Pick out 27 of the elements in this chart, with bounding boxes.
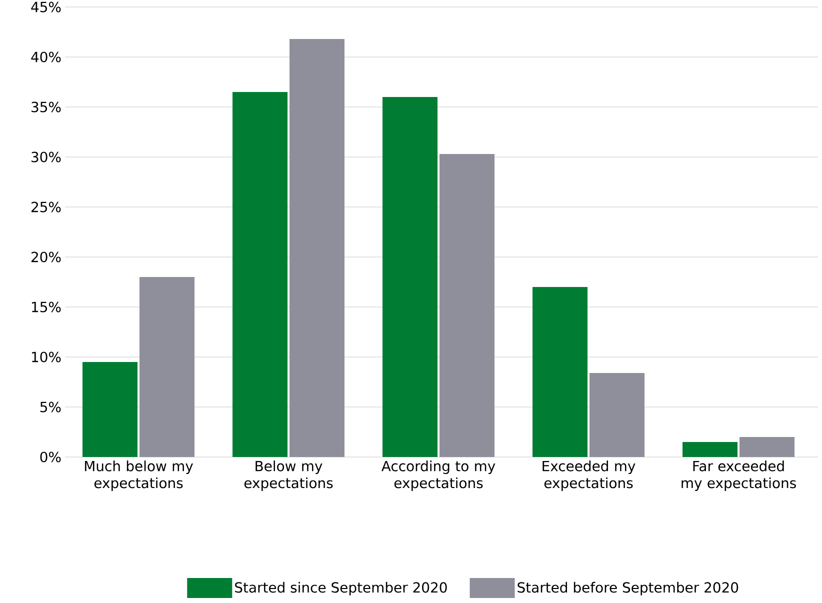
- bar: [139, 277, 194, 457]
- legend-label: Started since September 2020: [235, 582, 447, 596]
- y-tick-label: 30%: [32, 152, 61, 162]
- bar: [532, 287, 588, 457]
- y-tick-label: 45%: [31, 2, 61, 12]
- y-tick-label: 20%: [31, 252, 61, 262]
- y-tick-label: 35%: [32, 102, 61, 112]
- x-tick-label: According to my expectations: [382, 460, 496, 491]
- x-tick-label: Below my expectations: [244, 460, 333, 491]
- bar: [590, 373, 645, 457]
- legend-label: Started before September 2020: [518, 582, 738, 596]
- bar: [232, 92, 288, 457]
- bar: [440, 154, 495, 457]
- bar: [740, 437, 795, 457]
- y-tick-label: 25%: [31, 202, 61, 212]
- bar: [290, 39, 344, 457]
- bar: [382, 97, 438, 457]
- y-tick-label: 10%: [32, 352, 61, 362]
- y-tick-label: 5%: [40, 402, 61, 412]
- y-tick-label: 15%: [32, 302, 61, 312]
- x-tick-label: Far exceeded my expectations: [682, 460, 796, 491]
- bar: [682, 442, 738, 457]
- y-tick-label: 0%: [40, 452, 61, 462]
- bar: [82, 362, 138, 457]
- x-tick-label: Much below my expectations: [84, 460, 193, 491]
- x-tick-label: Exceeded my expectations: [542, 460, 636, 491]
- y-tick-label: 40%: [31, 52, 61, 62]
